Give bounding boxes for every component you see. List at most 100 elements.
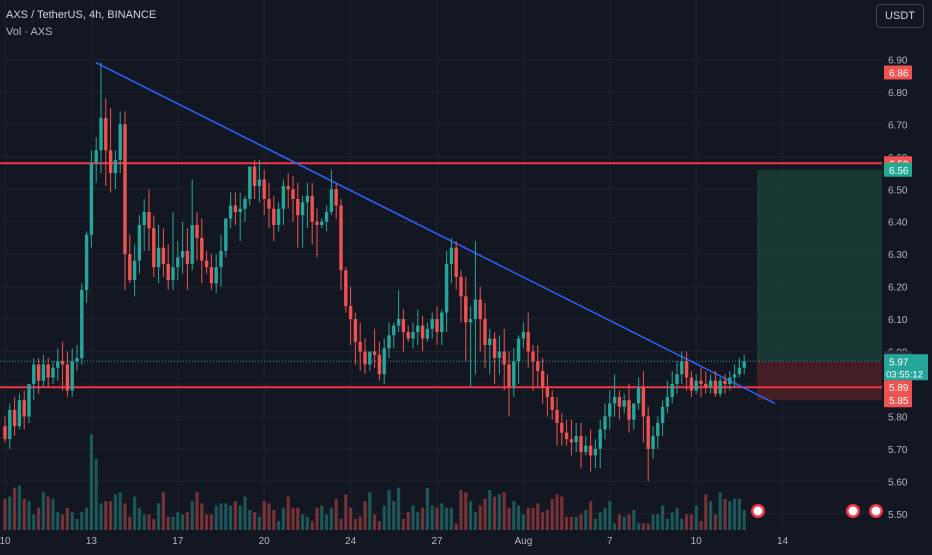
volume-bar — [483, 498, 487, 530]
volume-bar — [238, 505, 242, 530]
candle-body — [512, 361, 516, 388]
volume-bar — [137, 507, 141, 530]
event-flag-icon — [848, 506, 858, 516]
candle-body — [718, 380, 722, 394]
candle-body — [46, 364, 50, 378]
candle-body — [430, 319, 434, 329]
candle-body — [377, 354, 382, 375]
volume-bar — [190, 501, 194, 530]
candle-body — [617, 396, 622, 407]
candle-body — [699, 380, 703, 384]
volume-bar — [545, 510, 549, 530]
volume-bar — [742, 510, 746, 530]
countdown-label: 03:55:12 — [886, 369, 923, 380]
volume-bar — [704, 494, 708, 530]
candle-body — [468, 319, 473, 323]
volume-bar — [243, 496, 247, 530]
volume-bar — [733, 498, 737, 530]
candle-body — [70, 361, 74, 391]
candle-body — [310, 195, 314, 222]
volume-bar — [296, 507, 300, 530]
volume-bar — [497, 494, 501, 530]
candle-body — [473, 299, 478, 320]
volume-bar — [377, 521, 381, 530]
volume-bar — [195, 492, 199, 530]
candle-body — [420, 325, 425, 339]
volume-bar — [147, 514, 151, 530]
candle-body — [3, 426, 7, 440]
volume-bar — [257, 516, 261, 530]
volume-bar — [301, 514, 305, 530]
volume-bar — [641, 523, 645, 530]
candle-body — [128, 254, 132, 281]
volume-bar — [454, 523, 458, 530]
volume-bar — [555, 494, 559, 530]
volume-bar — [464, 492, 468, 530]
volume-bar — [637, 523, 641, 530]
candle-body — [22, 400, 26, 417]
volume-bar — [253, 512, 257, 530]
volume-bar — [685, 514, 689, 530]
candle-body — [99, 117, 103, 151]
candle-body — [440, 312, 444, 333]
price-tick-label: 5.50 — [888, 510, 908, 521]
candle-body — [56, 361, 60, 368]
price-label-text: 5.97 — [889, 357, 909, 368]
event-flag-icon — [846, 504, 860, 518]
price-label-text: 5.89 — [889, 383, 909, 394]
candle-body — [521, 332, 526, 339]
candle-body — [646, 416, 650, 449]
candle-body — [656, 422, 660, 436]
volume-bar — [171, 516, 175, 530]
candle-body — [372, 351, 377, 355]
volume-bar — [656, 514, 660, 530]
candle-body — [152, 228, 156, 268]
volume-bar — [521, 514, 525, 530]
candle-body — [536, 361, 540, 371]
candle-body — [598, 429, 602, 449]
volume-bar — [478, 505, 482, 530]
volume-bar — [27, 501, 31, 530]
volume-bar — [281, 507, 285, 530]
volume-bar — [651, 514, 655, 530]
volume-bar — [718, 492, 722, 530]
volume-bar — [469, 501, 473, 530]
volume-bar — [392, 501, 396, 530]
candle-body — [219, 250, 223, 268]
volume-bar — [603, 507, 607, 530]
candle-body — [608, 403, 612, 417]
price-label-tag: 6.56 — [884, 162, 912, 177]
candle-body — [564, 432, 569, 440]
candle-body — [156, 247, 161, 268]
volume-bar — [536, 503, 540, 530]
volume-bar — [569, 516, 573, 530]
price-label-bg — [884, 393, 912, 408]
volume-bar — [339, 518, 343, 530]
volume-bar — [675, 507, 679, 530]
volume-bar — [291, 507, 295, 530]
candle-body — [603, 416, 607, 430]
volume-bar — [627, 514, 631, 530]
volume-bar — [334, 498, 338, 530]
candle-body — [209, 267, 214, 284]
candle-body — [296, 199, 300, 216]
currency-button[interactable]: USDT — [876, 4, 924, 28]
volume-bar — [344, 494, 348, 530]
candle-body — [492, 338, 497, 359]
candle-body — [555, 409, 559, 423]
time-tick-label: 7 — [607, 536, 613, 547]
volume-bar — [565, 516, 569, 530]
candle-body — [12, 409, 17, 427]
candle-body — [204, 260, 209, 268]
candle-body — [732, 374, 737, 378]
candle-body — [723, 380, 727, 384]
volume-bar — [488, 490, 492, 530]
volume-bar — [550, 498, 554, 530]
volume-bar — [262, 501, 266, 530]
volume-bar — [248, 510, 252, 530]
candle-body — [104, 117, 108, 151]
volume-bar — [224, 503, 228, 530]
candle-body — [348, 306, 353, 320]
